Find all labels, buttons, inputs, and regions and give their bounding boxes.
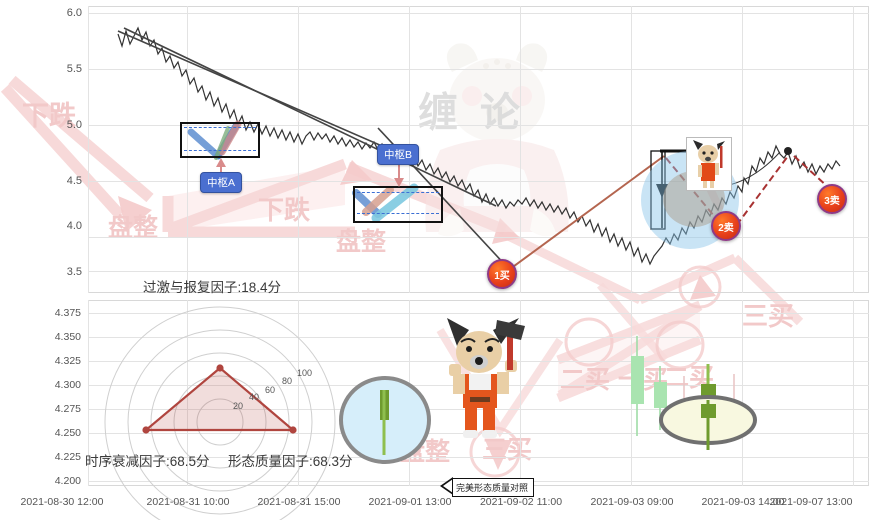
y-axis-label-upper: 6.0 xyxy=(66,7,82,19)
y-axis-label-upper: 3.5 xyxy=(66,266,82,278)
gridline-v xyxy=(520,6,521,293)
y-axis-label-upper: 5.0 xyxy=(66,119,82,131)
gridline-v xyxy=(298,300,299,486)
zhongshu-b-arrow-head xyxy=(394,178,404,187)
radar-vertex xyxy=(216,364,224,372)
gridline-v xyxy=(187,300,188,486)
radar-rings xyxy=(104,306,336,520)
radar-ring-label: 20 xyxy=(233,401,243,411)
zhongshu-a-box[interactable] xyxy=(180,122,260,158)
mascot-card xyxy=(686,137,732,191)
zhongshu-a-lower-dash xyxy=(184,150,256,151)
marker-buy1[interactable]: 1买 xyxy=(487,259,517,289)
y-axis-label-lower: 4.250 xyxy=(54,427,81,439)
forecast-peak-dot xyxy=(784,147,792,155)
y-axis-label-upper: 4.0 xyxy=(66,220,82,232)
gridline-h xyxy=(88,13,869,14)
x-axis-label: 2021-09-07 13:00 xyxy=(769,496,853,508)
gridline-v xyxy=(520,300,521,486)
gridline-v xyxy=(88,300,89,486)
radar-vertex xyxy=(289,426,297,434)
x-axis-label: 2021-08-31 10:00 xyxy=(146,496,230,508)
x-axis-label: 2021-09-02 11:00 xyxy=(479,496,563,508)
zhongshu-a-arrow-head xyxy=(216,158,226,167)
callout-label: 完美形态质量对照 xyxy=(452,478,535,497)
zhongshu-a-badge[interactable]: 中枢A xyxy=(200,172,243,193)
gridline-v xyxy=(742,6,743,293)
y-axis-label-upper: 5.5 xyxy=(66,63,82,75)
gridline-v xyxy=(187,6,188,293)
radar-ring-label: 40 xyxy=(249,392,259,402)
zhongshu-b-lower-dash xyxy=(357,213,439,214)
callout-arrow-head-inner xyxy=(443,479,453,493)
radar-data-polygon xyxy=(142,366,296,432)
zhongshu-b-badge[interactable]: 中枢B xyxy=(377,144,420,165)
x-axis-label: 2021-09-03 14:00 xyxy=(701,496,785,508)
gridline-h xyxy=(88,457,869,458)
radar-chart-svg: 20 40 60 80 100 xyxy=(104,306,757,520)
mascot-dog-hammer xyxy=(435,312,531,442)
y-axis-label-lower: 4.300 xyxy=(54,379,81,391)
x-axis-label: 2021-09-03 09:00 xyxy=(590,496,674,508)
forecast-dash-1 xyxy=(665,157,725,229)
zsB-stroke-down-blue xyxy=(352,189,382,218)
gridline-h xyxy=(88,313,869,314)
y-axis-label-lower: 4.275 xyxy=(54,403,81,415)
gridline-v xyxy=(853,6,854,293)
y-axis-label-upper: 4.5 xyxy=(66,175,82,187)
y-axis-label-lower: 4.200 xyxy=(54,475,81,487)
zsA-stroke-red xyxy=(218,120,242,156)
x-axis-label: 2021-09-01 13:00 xyxy=(368,496,452,508)
y-axis-label-lower: 4.375 xyxy=(54,307,81,319)
radar-ring-label: 100 xyxy=(297,368,312,378)
y-axis-label-lower: 4.325 xyxy=(54,355,81,367)
x-axis-label: 2021-08-31 15:00 xyxy=(257,496,341,508)
overreaction-factor-score: 过激与报复因子:18.4分 xyxy=(143,280,282,295)
gridline-h xyxy=(88,69,869,70)
peak-down-arrow xyxy=(656,184,668,198)
time-decay-factor-score: 时序衰减因子:68.5分 xyxy=(85,454,210,469)
zsB-stroke-up-pink xyxy=(362,186,394,216)
uptrend-line xyxy=(505,155,665,273)
gridline-v xyxy=(742,300,743,486)
gridline-v xyxy=(298,6,299,293)
radar-ring-label: 80 xyxy=(282,376,292,386)
radar-vertex xyxy=(142,426,150,434)
gridline-h xyxy=(88,271,869,272)
gridline-v xyxy=(88,6,89,293)
radar-ring-label: 60 xyxy=(265,385,275,395)
zsA-stroke-down xyxy=(187,128,222,160)
zhongshu-b-box[interactable] xyxy=(353,186,443,223)
gridline-h xyxy=(88,409,869,410)
zhongshu-b-arrow-line xyxy=(398,164,400,182)
mascot-dog-icon xyxy=(687,138,731,190)
y-axis-label-lower: 4.225 xyxy=(54,451,81,463)
price-chart-panel: 中枢A 中枢B xyxy=(88,6,869,295)
gridline-h xyxy=(88,237,869,238)
zhongshu-b-upper-dash xyxy=(357,192,439,193)
gridline-h xyxy=(88,433,869,434)
gridline-v xyxy=(631,6,632,293)
price-series-svg xyxy=(117,26,841,273)
pattern-quality-factor-score: 形态质量因子:68.3分 xyxy=(228,454,353,469)
gridline-h xyxy=(88,181,869,182)
y-axis-label-lower: 4.350 xyxy=(54,331,81,343)
downtrend-line-long xyxy=(123,27,497,207)
marker-sell3[interactable]: 3卖 xyxy=(817,184,847,214)
gridline-v xyxy=(853,300,854,486)
x-axis-label: 2021-08-30 12:00 xyxy=(20,496,104,508)
zsA-stroke-green xyxy=(214,126,230,160)
marker-sell2[interactable]: 2卖 xyxy=(711,211,741,241)
zhongshu-a-upper-dash xyxy=(184,127,256,128)
gridline-h xyxy=(88,125,869,126)
indicator-chart-panel: 20 40 60 80 100 xyxy=(85,300,869,520)
